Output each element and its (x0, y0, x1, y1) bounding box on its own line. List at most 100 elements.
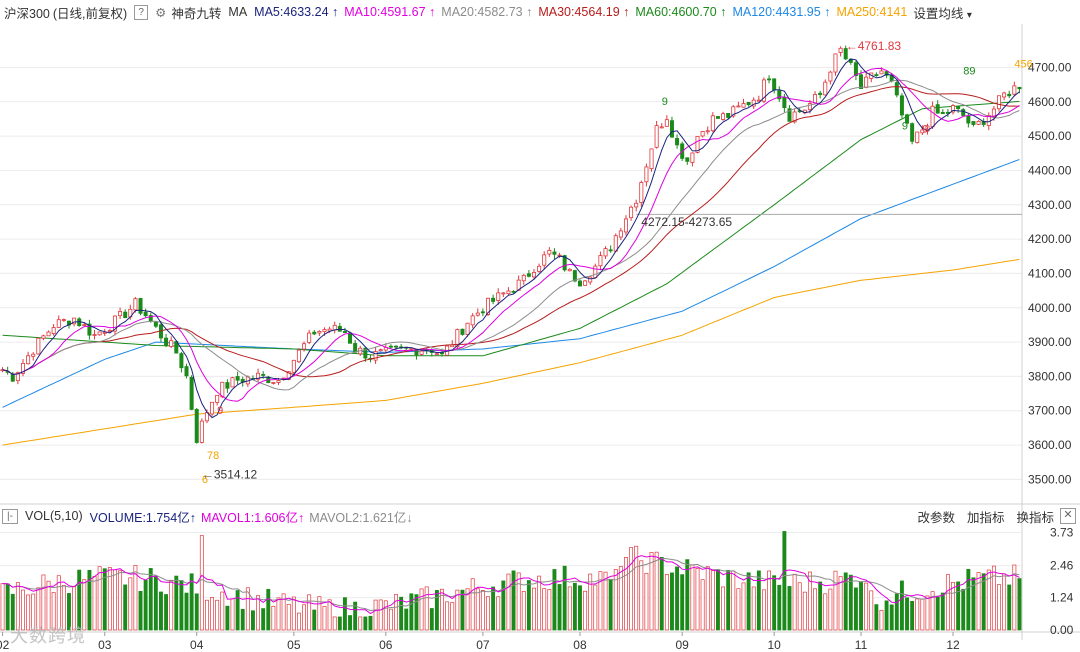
volume-bar (82, 579, 87, 631)
mavol2-line (2, 557, 1020, 612)
volume-bar (26, 594, 31, 631)
candle-body (864, 76, 869, 88)
volume-bar (445, 601, 450, 631)
candle-body (506, 290, 511, 295)
candle-body (92, 334, 97, 336)
volume-bar (613, 569, 618, 631)
candle-body (373, 351, 378, 361)
volume-bar (342, 597, 347, 631)
y-tick-label: 4200.00 (1028, 232, 1072, 246)
candle-body (112, 315, 117, 332)
up-arrow-icon: ↑ (189, 510, 196, 525)
volume-bar (532, 587, 536, 631)
candle-body (394, 345, 399, 348)
watermark: 大数跨境 (10, 626, 86, 646)
add-indicator-button[interactable]: 加指标 (966, 510, 1005, 525)
volume-bar (261, 608, 266, 631)
volume-bar (951, 581, 955, 631)
candle-body (562, 255, 567, 271)
switch-indicator-button[interactable]: 换指标 (1016, 510, 1054, 525)
volume-bar (654, 551, 659, 631)
candle-body (761, 79, 766, 102)
mavol1-text: MAVOL1:1.606亿 (200, 510, 299, 525)
volume-bar (848, 574, 853, 631)
candle-body (56, 319, 61, 328)
volume-bar (0, 583, 5, 631)
close-icon[interactable]: ✕ (1060, 508, 1076, 524)
volume-bar (174, 575, 179, 631)
edit-params-button[interactable]: 改参数 (917, 510, 955, 525)
volume-bar (286, 603, 291, 631)
candle-body (184, 366, 189, 377)
candle-body (940, 112, 945, 115)
volume-bar (5, 583, 10, 631)
volume-bar (67, 593, 71, 631)
volume-bar (87, 569, 92, 631)
volume-bar (148, 568, 153, 631)
volume-bar (56, 575, 61, 631)
candle-body (276, 380, 281, 383)
volume-bar (664, 574, 669, 631)
volume-bar (388, 608, 393, 631)
candle-body (777, 90, 782, 100)
volume-bar (756, 570, 761, 631)
volume-bar (562, 565, 567, 631)
volume-bar (746, 572, 751, 631)
y-tick-label: 4600.00 (1028, 95, 1072, 109)
ma-item: MA30:4564.19 ↑ (538, 5, 630, 19)
volume-bar (869, 590, 874, 631)
volume-bar (767, 570, 772, 631)
volume-bar (133, 565, 138, 631)
candle-body (675, 138, 680, 146)
candle-body (843, 48, 848, 60)
volume-text: VOLUME:1.754亿 (89, 510, 190, 525)
settings-button[interactable]: 设置均线 ▾ (913, 3, 972, 22)
volume-bar (721, 586, 726, 631)
candle-body (51, 327, 56, 334)
volume-bar (833, 570, 838, 631)
volume-bar (31, 593, 36, 631)
price-annotation: ←4761.83 (846, 39, 902, 53)
candle-body (899, 95, 904, 116)
mavol2-value: MAVOL2:1.621亿↓ (309, 507, 412, 526)
volume-bar (777, 584, 782, 631)
volume-bar (935, 596, 940, 631)
volume-bar (317, 596, 322, 631)
indicator-name[interactable]: 神奇九转 (171, 6, 222, 21)
volume-bar (470, 578, 475, 631)
x-tick-label: 10 (767, 638, 781, 652)
candle-body (751, 99, 756, 107)
indicator-buttons: 改参数 加指标 换指标 (905, 506, 1054, 526)
volume-bar (322, 606, 327, 631)
volume-bar (404, 608, 409, 631)
volume-bar (685, 559, 690, 631)
volume-bar (828, 588, 833, 631)
candle-body (291, 359, 296, 373)
volume-bar (46, 580, 51, 631)
candle-body (26, 355, 31, 365)
candle-body (710, 115, 715, 132)
gear-icon[interactable]: ⚙ (155, 5, 167, 20)
candle-body (567, 268, 572, 272)
y-tick-label: 4700.00 (1028, 60, 1072, 74)
nine-turn-label: 456 (1014, 58, 1032, 70)
volume-bar (649, 552, 654, 631)
volume-bar (659, 556, 664, 631)
volume-bar (77, 569, 82, 631)
collapse-button[interactable]: |- (2, 508, 18, 524)
candle-body (220, 381, 225, 398)
nine-turn-label: 9 (922, 124, 928, 136)
candle-body (731, 106, 736, 117)
volume-bar (424, 586, 429, 631)
volume-bar (700, 579, 705, 631)
help-button[interactable]: ? (134, 4, 149, 20)
volume-bar (731, 570, 736, 631)
volume-bar (879, 609, 884, 631)
volume-bar (332, 616, 337, 631)
candle-body (577, 280, 582, 287)
volume-bar (644, 572, 649, 631)
volume-bar (516, 572, 521, 631)
volume-bar (751, 586, 756, 631)
volume-bar (966, 568, 971, 631)
